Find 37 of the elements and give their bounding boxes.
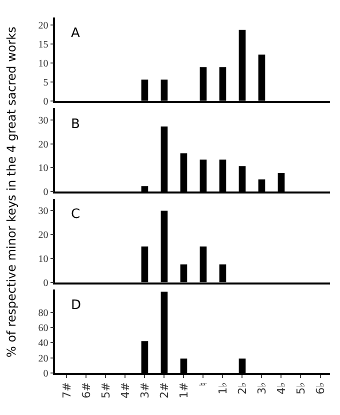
x-tick-label: 5♭ [294,382,308,394]
x-tick-label: 5# [99,382,112,398]
annotation: B [71,117,80,132]
x-tick-label: 4# [118,382,132,398]
x-tick-label: 2♭ [236,382,249,394]
x-tick-label: 2# [158,382,171,398]
y-tick-label: 60 [38,322,48,334]
y-tick-label: 0 [43,278,48,289]
y-axis-title: % of respective minor keys in the 4 great sacred works [4,26,18,358]
annotation: A [71,26,80,41]
y-tick-label: 40 [38,338,48,350]
y-tick-label: 10 [38,254,48,265]
x-tick-label: 4♭ [274,382,288,394]
x-tick-label: 6♭ [314,382,327,394]
y-tick-label: 5 [43,77,48,88]
y-tick-label: 30 [38,116,48,127]
x-tick-label: 1# [177,382,190,398]
y-tick-label: 30 [38,206,48,218]
y-tick-label: 10 [38,58,48,70]
x-tick-label: 6# [80,382,93,398]
y-tick-label: 0 [43,187,48,198]
y-tick-label: 20 [38,139,48,150]
x-tick-label: ♮ [196,382,210,386]
y-tick-label: 20 [38,20,48,32]
y-tick-label: 10 [38,163,48,174]
x-tick-label: 7# [60,382,74,398]
y-tick-label: 20 [38,230,48,242]
y-tick-label: 15 [38,39,48,50]
x-tick-label: 3♭ [255,382,268,394]
x-tick-label: 1♭ [216,382,230,394]
y-tick-label: 80 [38,308,48,319]
annotation: D [71,298,82,313]
y-tick-label: 0 [43,368,48,380]
annotation: C [71,207,80,222]
y-tick-label: 0 [43,96,48,108]
x-tick-label: 3# [138,382,152,398]
y-tick-label: 20 [38,353,48,364]
